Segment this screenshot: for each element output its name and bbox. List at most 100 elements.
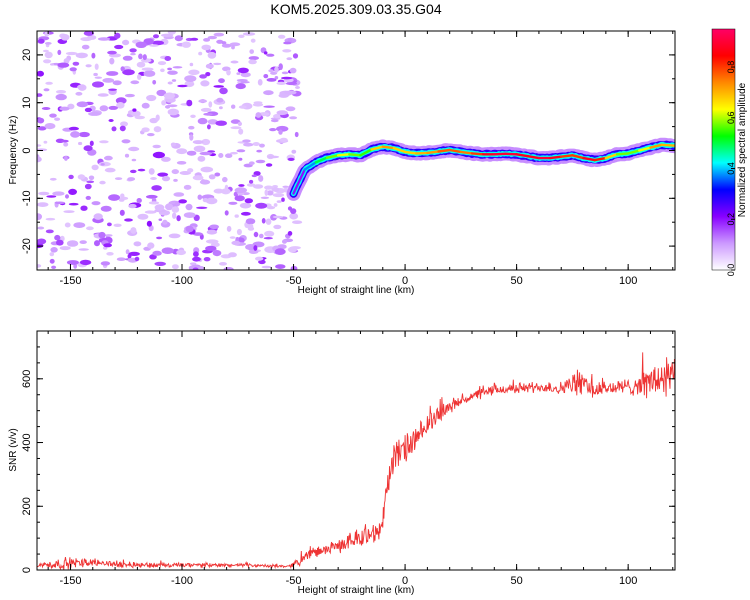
noise-speck — [172, 66, 183, 69]
noise-speck — [64, 155, 68, 161]
noise-speck — [44, 123, 56, 130]
y-tick-label: 0 — [21, 147, 33, 153]
noise-speck — [261, 265, 272, 269]
noise-speck — [99, 180, 106, 185]
noise-speck — [198, 266, 205, 270]
noise-speck — [49, 177, 57, 181]
noise-speck — [259, 233, 264, 239]
noise-speck — [146, 94, 157, 102]
noise-speck — [213, 62, 222, 66]
noise-speck — [278, 129, 283, 135]
noise-speck — [137, 168, 146, 172]
noise-speck — [207, 35, 217, 40]
noise-speck — [249, 179, 254, 184]
noise-speck — [244, 198, 253, 204]
noise-speck — [222, 176, 228, 183]
noise-speck — [113, 223, 122, 227]
noise-speck — [141, 127, 150, 133]
noise-speck — [207, 124, 211, 130]
noise-speck — [190, 114, 196, 119]
snr-frame — [36, 330, 676, 571]
signal-segment — [337, 153, 351, 157]
noise-speck — [168, 233, 181, 239]
noise-speck — [137, 74, 142, 80]
noise-speck — [65, 51, 78, 56]
noise-speck — [75, 52, 88, 59]
noise-speck — [45, 229, 54, 234]
noise-speck — [142, 54, 147, 61]
noise-speck — [231, 45, 235, 50]
colorbar-tick-label: 0.4 — [726, 162, 736, 175]
x-tick-label: 50 — [510, 575, 522, 587]
noise-speck — [86, 226, 94, 231]
noise-speck — [68, 174, 74, 180]
noise-speck — [287, 246, 298, 253]
noise-speck — [240, 72, 251, 78]
noise-speck — [281, 76, 293, 80]
noise-speck — [197, 117, 208, 125]
noise-speck — [37, 93, 43, 97]
noise-speck — [274, 66, 279, 73]
noise-speck — [136, 198, 142, 203]
noise-speck — [122, 39, 130, 46]
noise-speck — [256, 149, 263, 153]
noise-speck — [84, 107, 92, 113]
noise-speck — [37, 213, 42, 221]
noise-speck — [54, 234, 61, 241]
noise-speck — [259, 143, 265, 148]
noise-speck — [198, 99, 207, 103]
noise-speck — [79, 240, 87, 245]
noise-speck — [93, 213, 103, 220]
noise-speck — [148, 168, 155, 175]
noise-speck — [78, 141, 83, 146]
noise-speck — [133, 241, 142, 247]
noise-speck — [190, 37, 199, 41]
signal-segment — [493, 152, 507, 156]
noise-speck — [100, 261, 111, 266]
noise-speck — [125, 249, 130, 255]
noise-speck — [59, 246, 71, 251]
noise-speck — [274, 76, 279, 80]
noise-speck — [38, 191, 50, 196]
noise-speck — [248, 249, 259, 254]
noise-speck — [118, 198, 125, 202]
noise-speck — [185, 203, 193, 211]
noise-speck — [81, 44, 90, 50]
noise-speck — [152, 250, 162, 256]
signal-segment — [415, 151, 429, 155]
x-tick-label: 0 — [402, 575, 408, 587]
noise-speck — [231, 104, 236, 109]
noise-speck — [266, 206, 276, 210]
noise-speck — [97, 93, 109, 97]
noise-speck — [171, 206, 180, 213]
noise-speck — [270, 71, 278, 75]
x-tick-label: -150 — [59, 575, 81, 587]
noise-speck — [65, 194, 69, 199]
noise-speck — [63, 58, 70, 64]
noise-speck — [129, 48, 137, 53]
noise-speck — [265, 163, 273, 167]
chart-title: KOM5.2025.309.03.35.G04 — [270, 1, 441, 17]
noise-speck — [52, 191, 65, 196]
noise-speck — [155, 114, 160, 121]
noise-speck — [167, 70, 178, 75]
noise-speck — [291, 149, 297, 154]
noise-speck — [167, 31, 176, 35]
colorbar-tick-label: 0.2 — [726, 213, 736, 226]
noise-speck — [188, 125, 195, 130]
noise-speck — [250, 38, 256, 43]
noise-speck — [292, 53, 299, 59]
noise-speck — [272, 193, 285, 198]
signal-segment — [392, 146, 407, 154]
noise-speck — [219, 106, 223, 110]
noise-speck — [207, 51, 217, 59]
noise-speck — [69, 67, 77, 72]
noise-speck — [238, 34, 245, 38]
noise-speck — [143, 70, 156, 77]
noise-speck — [226, 69, 231, 76]
noise-speck — [108, 194, 121, 201]
x-tick-label: -100 — [171, 275, 193, 287]
signal-segment — [370, 145, 384, 151]
y-tick-label: 0 — [21, 567, 33, 573]
noise-speck — [124, 93, 135, 98]
